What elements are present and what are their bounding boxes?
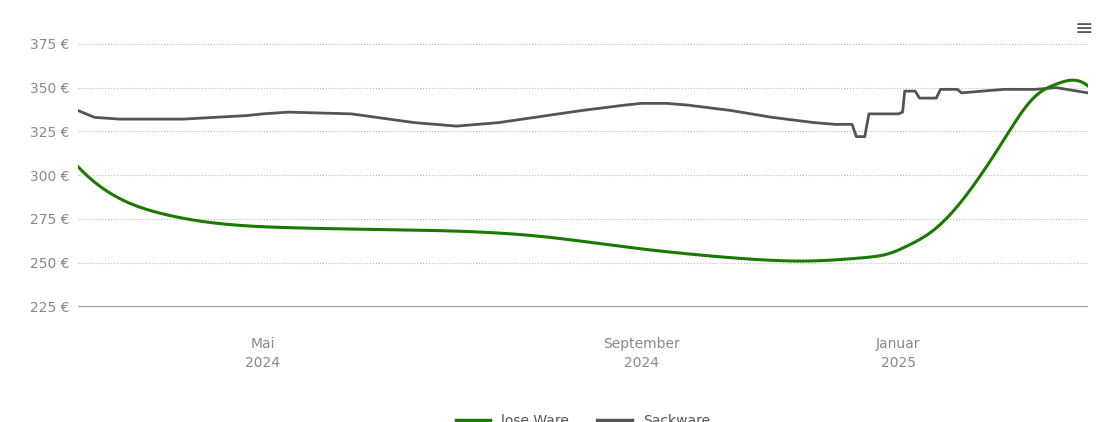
Legend: lose Ware, Sackware: lose Ware, Sackware xyxy=(450,408,716,422)
Text: ≡: ≡ xyxy=(1074,19,1093,39)
